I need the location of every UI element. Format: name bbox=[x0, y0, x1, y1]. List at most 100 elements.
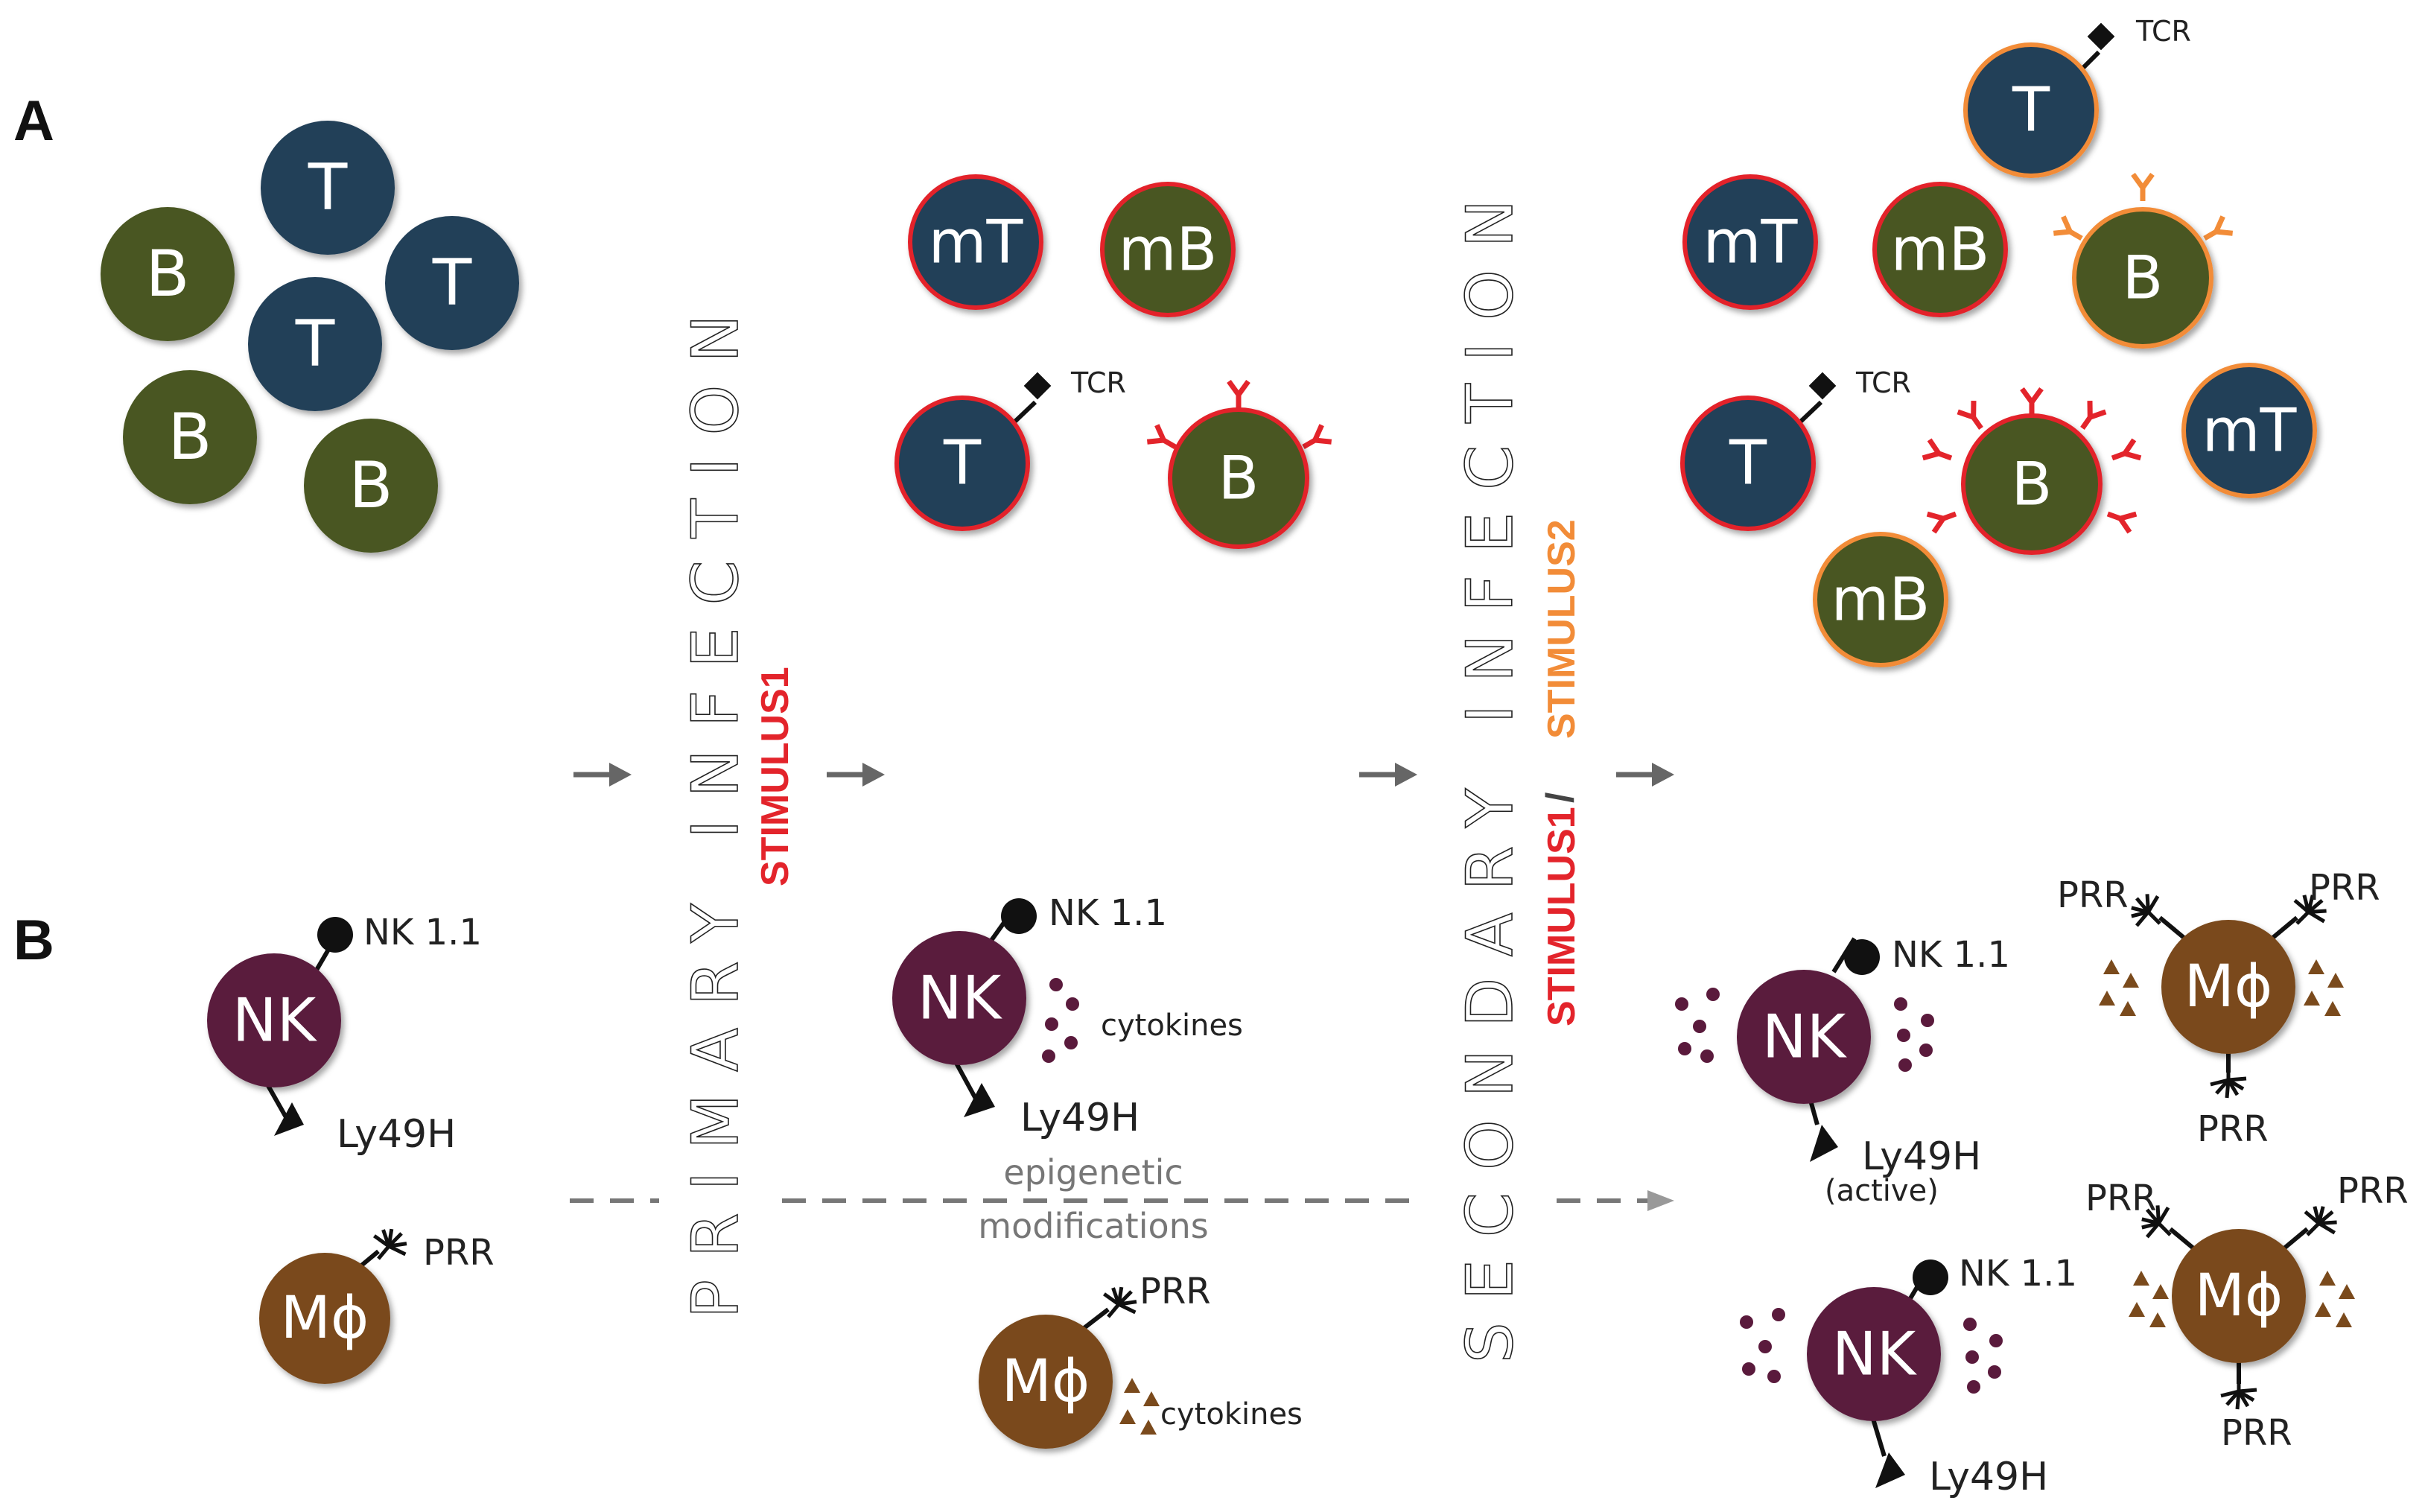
tcr-label: TCR bbox=[1070, 366, 1126, 399]
secondary-stimulus1-label: STIMULUS1 bbox=[1540, 807, 1583, 1026]
antibody-icon bbox=[2053, 217, 2086, 247]
memory-t-cell: mT bbox=[908, 174, 1043, 310]
secondary-macrophage-top: Mϕ PRR PRR PRR bbox=[2057, 867, 2380, 1150]
ly49h-label: Ly49H bbox=[1020, 1096, 1140, 1140]
tcr-receptor-icon bbox=[1023, 372, 1052, 400]
nk11-label: NK 1.1 bbox=[1049, 892, 1167, 934]
prr-receptor-icon bbox=[2211, 1064, 2246, 1098]
ly49h-receptor-icon bbox=[964, 1083, 995, 1117]
cytokine-triangles bbox=[2315, 1271, 2355, 1327]
secondary-b-cell-stimulus1: B bbox=[1923, 389, 2141, 555]
stimulus-separator: / bbox=[1539, 792, 1582, 803]
cell-label: B bbox=[349, 448, 393, 523]
secondary-nk-cell: NK NK 1.1 Ly49H bbox=[1740, 1253, 2077, 1499]
cytokine-dots bbox=[1675, 988, 1934, 1072]
arrow-icon bbox=[1359, 763, 1417, 787]
active-label: (active) bbox=[1825, 1174, 1939, 1208]
cell-label: NK bbox=[918, 964, 1003, 1033]
cytokine-triangles bbox=[1119, 1378, 1160, 1435]
ly49h-receptor-icon bbox=[1875, 1452, 1905, 1488]
cell-label: B bbox=[1218, 444, 1259, 513]
epigenetic-label-line1: epigenetic bbox=[1003, 1152, 1183, 1192]
secondary-nk-cell-active: NK NK 1.1 Ly49H (active) bbox=[1675, 934, 2010, 1208]
cell-label: Mϕ bbox=[2195, 1262, 2283, 1330]
cell-label: B bbox=[2012, 450, 2053, 519]
naive-b-cell: B bbox=[304, 419, 438, 553]
antibody-icon bbox=[2022, 389, 2041, 416]
cell-label: T bbox=[308, 150, 348, 225]
prr-label: PRR bbox=[2309, 867, 2380, 909]
nk11-label: NK 1.1 bbox=[363, 912, 482, 953]
ly49h-label: Ly49H bbox=[1862, 1134, 1981, 1179]
prr-label: PRR bbox=[2085, 1178, 2157, 1219]
prr-label: PRR bbox=[2057, 874, 2129, 916]
secondary-response-cells: T TCR mT mB B T TCR B bbox=[1680, 15, 2317, 667]
secondary-stimulus2-label: STIMULUS2 bbox=[1540, 519, 1583, 739]
epigenetic-label-line2: modifications bbox=[978, 1206, 1208, 1246]
memory-b-cell: mB bbox=[1872, 182, 2008, 317]
primary-infection-divider: PRIMARY INFECTION STIMULUS1 bbox=[678, 292, 797, 1319]
prr-receptor-icon bbox=[1095, 1279, 1144, 1328]
antibody-icon bbox=[2133, 174, 2152, 201]
naive-t-cell: T bbox=[248, 277, 382, 411]
tcr-receptor-icon bbox=[1808, 372, 1837, 400]
cell-label: NK bbox=[1762, 1003, 1848, 1072]
cytokine-dots bbox=[1740, 1308, 2003, 1394]
cell-label: B bbox=[2123, 244, 2164, 313]
cell-label: NK bbox=[232, 986, 318, 1055]
cell-label: Mϕ bbox=[1002, 1348, 1090, 1415]
effector-t-cell: T TCR bbox=[894, 366, 1126, 531]
secondary-infection-divider: SECONDARY INFECTION STIMULUS1 / STIMULUS… bbox=[1452, 177, 1583, 1364]
naive-b-cell: B bbox=[101, 207, 235, 341]
cell-label: T bbox=[295, 307, 335, 381]
antibody-icon bbox=[1923, 439, 1955, 467]
cell-label: mT bbox=[929, 208, 1024, 277]
effector-b-cell: B bbox=[1147, 381, 1331, 549]
antibody-icon bbox=[2105, 505, 2137, 533]
cell-label: T bbox=[2012, 75, 2050, 146]
antibody-icon bbox=[2074, 401, 2105, 433]
cell-label: T bbox=[943, 428, 982, 499]
naive-lymphocyte-cluster: T B T T B B bbox=[101, 121, 519, 553]
cell-label: NK bbox=[1832, 1320, 1918, 1389]
naive-t-cell: T bbox=[261, 121, 395, 255]
cell-label: mB bbox=[1119, 215, 1218, 285]
tcr-receptor-icon bbox=[2087, 22, 2115, 51]
panel-label-a: A bbox=[13, 89, 54, 153]
nk11-receptor-icon bbox=[1844, 939, 1880, 975]
primary-nk-cell: NK NK 1.1 cytokines Ly49H bbox=[892, 892, 1243, 1140]
primary-stimulus-label: STIMULUS1 bbox=[754, 667, 797, 886]
cell-label: T bbox=[432, 246, 472, 320]
cytokine-dots bbox=[1042, 978, 1079, 1063]
memory-b-cell: mB bbox=[1100, 182, 1236, 317]
antibody-icon bbox=[1229, 381, 1248, 408]
naive-t-cell: T bbox=[385, 216, 519, 350]
prr-receptor-icon bbox=[2221, 1375, 2257, 1409]
cell-label: Mϕ bbox=[281, 1285, 369, 1352]
naive-b-cell: B bbox=[123, 370, 257, 504]
cell-label: T bbox=[1729, 428, 1767, 499]
antibody-icon bbox=[1927, 505, 1960, 533]
ly49h-label: Ly49H bbox=[1929, 1455, 2048, 1499]
arrow-icon bbox=[573, 763, 632, 787]
secondary-macrophage-bottom: Mϕ PRR PRR PRR bbox=[2085, 1170, 2409, 1454]
prr-label: PRR bbox=[2337, 1170, 2409, 1212]
cell-label: mB bbox=[1891, 215, 1990, 285]
cytokine-triangles bbox=[2099, 959, 2139, 1016]
prr-receptor-icon bbox=[2123, 887, 2173, 936]
prr-label: PRR bbox=[1140, 1271, 1211, 1312]
epigenetic-link: epigenetic modifications bbox=[570, 1152, 1674, 1246]
secondary-t-cell-stimulus1: T TCR bbox=[1680, 366, 1911, 531]
panel-label-b: B bbox=[13, 909, 54, 972]
nk11-receptor-icon bbox=[1001, 898, 1037, 934]
nk11-receptor-icon bbox=[317, 917, 353, 953]
prr-receptor-icon bbox=[365, 1221, 414, 1270]
prr-label: PRR bbox=[423, 1232, 495, 1274]
nk11-label: NK 1.1 bbox=[1959, 1253, 2077, 1295]
primary-macrophage: Mϕ PRR cytokines bbox=[979, 1271, 1303, 1449]
naive-macrophage: Mϕ PRR bbox=[259, 1221, 495, 1384]
ly49h-receptor-icon bbox=[1810, 1125, 1838, 1162]
cytokines-label: cytokines bbox=[1101, 1008, 1243, 1043]
memory-b-cell: mB bbox=[1813, 532, 1948, 667]
